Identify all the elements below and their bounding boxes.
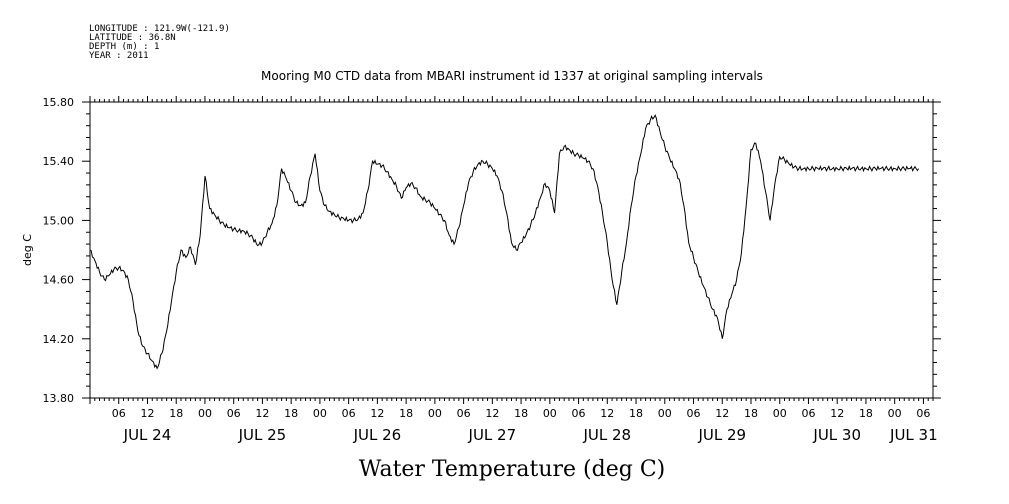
y-tick-label: 14.60 — [43, 274, 75, 287]
x-hour-label: 12 — [830, 407, 844, 420]
y-tick-label: 14.20 — [43, 333, 75, 346]
y-tick-label: 15.40 — [43, 155, 75, 168]
x-hour-label: 06 — [457, 407, 471, 420]
y-tick-label: 15.00 — [43, 214, 75, 227]
temperature-series-line — [89, 114, 920, 370]
y-tick-label: 15.80 — [43, 96, 75, 109]
x-day-label: JUL 25 — [238, 426, 287, 444]
x-hour-label: 12 — [600, 407, 614, 420]
longitude-label: LONGITUDE : 121.9W(-121.9) — [89, 24, 230, 34]
depth-label: DEPTH (m) : 1 — [89, 42, 159, 52]
x-day-label: JUL 31 — [889, 426, 938, 444]
x-hour-label: 18 — [169, 407, 183, 420]
y-axis-label: deg C — [21, 234, 34, 266]
x-hour-label: 12 — [485, 407, 499, 420]
x-hour-label: 00 — [198, 407, 212, 420]
x-hour-label: 12 — [370, 407, 384, 420]
plot-frame — [89, 101, 934, 399]
x-day-label: JUL 30 — [812, 426, 861, 444]
x-hour-label: 00 — [773, 407, 787, 420]
x-hour-label: 12 — [255, 407, 269, 420]
x-hour-label: 00 — [658, 407, 672, 420]
y-axis: 13.80 14.20 14.60 15.00 15.40 15.80 — [43, 96, 941, 405]
x-hour-label: 00 — [313, 407, 327, 420]
x-hour-label: 06 — [572, 407, 586, 420]
x-day-label: JUL 27 — [468, 426, 517, 444]
x-hour-label: 12 — [140, 407, 154, 420]
x-hour-label: 18 — [859, 407, 873, 420]
x-day-label: JUL 28 — [582, 426, 631, 444]
x-hour-label: 00 — [543, 407, 557, 420]
x-hour-label: 00 — [428, 407, 442, 420]
latitude-label: LATITUDE : 36.8N — [89, 33, 176, 43]
x-hour-label: 18 — [629, 407, 643, 420]
x-axis-label: Water Temperature (deg C) — [359, 457, 666, 482]
x-hour-label: 06 — [687, 407, 701, 420]
x-hour-label: 06 — [227, 407, 241, 420]
x-hour-label: 06 — [916, 407, 930, 420]
x-day-label: JUL 26 — [353, 426, 402, 444]
y-tick-label: 13.80 — [43, 392, 75, 405]
x-hour-label: 06 — [112, 407, 126, 420]
x-hour-label: 18 — [399, 407, 413, 420]
x-hour-label: 06 — [801, 407, 815, 420]
x-hour-label: 12 — [715, 407, 729, 420]
x-hour-label: 00 — [888, 407, 902, 420]
x-hour-label: 18 — [744, 407, 758, 420]
x-day-label: JUL 24 — [123, 426, 172, 444]
series-group — [89, 114, 920, 370]
x-hour-label: 18 — [284, 407, 298, 420]
x-hour-label: 18 — [514, 407, 528, 420]
x-axis: 06 12 18 00 06 12 18 00 06 12 18 00 06 12 18 00 06 12 18 00… — [89, 96, 938, 444]
x-day-label: JUL 29 — [697, 426, 746, 444]
chart-title: Mooring M0 CTD data from MBARI instrumen… — [261, 69, 763, 83]
x-hour-label: 06 — [342, 407, 356, 420]
year-label: YEAR : 2011 — [89, 51, 149, 61]
